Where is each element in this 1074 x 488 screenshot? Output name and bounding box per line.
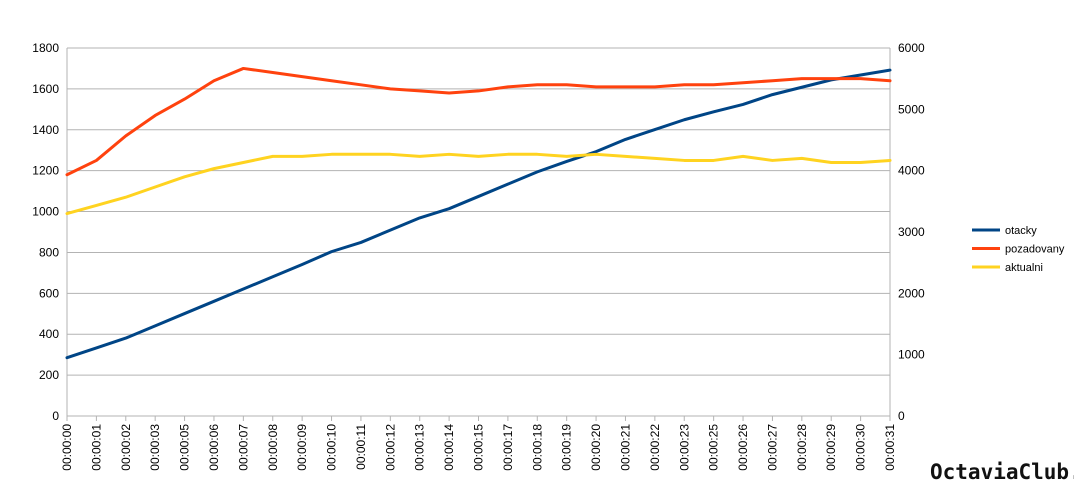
x-tick-label: 00:00:28 [795, 424, 809, 471]
x-tick-label: 00:00:05 [178, 424, 192, 471]
y-left-tick-label: 400 [39, 327, 59, 341]
legend-label-pozadovany: pozadovany [1005, 244, 1065, 256]
legend-label-aktualni: aktualni [1005, 262, 1043, 274]
y-left-tick-label: 1000 [32, 205, 59, 219]
x-tick-label: 00:00:17 [501, 424, 515, 471]
y-axis-left-ticks: 0 200 400 600 800 1000 1200 1400 1600 1800 [32, 41, 59, 423]
x-tick-label: 00:00:12 [383, 424, 397, 471]
x-tick-label: 00:00:31 [883, 424, 897, 471]
y-left-tick-label: 0 [52, 409, 59, 423]
y-left-tick-label: 1800 [32, 41, 59, 55]
x-tick-label: 00:00:10 [325, 424, 339, 471]
x-tick-label: 00:00:25 [707, 424, 721, 471]
x-tick-label: 00:00:01 [89, 424, 103, 471]
x-tick-label: 00:00:27 [765, 424, 779, 471]
y-right-tick-label: 4000 [898, 164, 925, 178]
x-tick-label: 00:00:13 [413, 424, 427, 471]
x-tick-label: 00:00:09 [295, 424, 309, 471]
y-left-tick-label: 1200 [32, 164, 59, 178]
x-tick-label: 00:00:19 [560, 424, 574, 471]
x-axis-ticks: 00:00:00 00:00:01 00:00:02 00:00:03 00:00:05… [60, 424, 897, 471]
x-tick-label: 00:00:00 [60, 424, 74, 471]
y-right-tick-label: 5000 [898, 102, 925, 116]
legend-label-otacky: otacky [1005, 225, 1037, 237]
x-tick-label: 00:00:08 [266, 424, 280, 471]
y-left-tick-label: 600 [39, 286, 59, 300]
y-right-tick-label: 0 [898, 409, 905, 423]
x-tick-label: 00:00:15 [472, 424, 486, 471]
x-tick-label: 00:00:23 [677, 424, 691, 471]
x-tick-label: 00:00:14 [442, 424, 456, 471]
y-right-tick-label: 1000 [898, 348, 925, 362]
x-tick-label: 00:00:22 [648, 424, 662, 471]
x-tick-label: 00:00:06 [207, 424, 221, 471]
y-right-tick-label: 2000 [898, 286, 925, 300]
y-left-tick-label: 800 [39, 245, 59, 259]
x-tick-label: 00:00:11 [354, 424, 368, 470]
series-line-otacky [65, 68, 892, 360]
x-tick-label: 00:00:18 [530, 424, 544, 471]
y-left-tick-label: 1400 [32, 123, 59, 137]
x-tick-label: 00:00:02 [119, 424, 133, 471]
y-axis-right-ticks: 0 1000 2000 3000 4000 5000 6000 [898, 41, 925, 423]
y-left-tick-label: 200 [39, 368, 59, 382]
x-tick-label: 00:00:29 [824, 424, 838, 471]
x-tick-label: 00:00:07 [236, 424, 250, 471]
y-right-tick-label: 6000 [898, 41, 925, 55]
axes [66, 48, 891, 421]
x-tick-label: 00:00:21 [618, 424, 632, 471]
legend: otacky pozadovany aktualni [972, 225, 1065, 274]
x-tick-label: 00:00:30 [854, 424, 868, 471]
series-line-pozadovany [65, 66, 892, 177]
x-tick-label: 00:00:20 [589, 424, 603, 471]
y-right-tick-label: 3000 [898, 225, 925, 239]
series-lines [65, 66, 892, 360]
series-line-aktualni [65, 152, 892, 216]
x-tick-label: 00:00:03 [148, 424, 162, 471]
x-tick-label: 00:00:26 [736, 424, 750, 471]
y-left-tick-label: 1600 [32, 82, 59, 96]
watermark-logo: OctaviaClub.cz [930, 460, 1074, 484]
grid-lines [67, 47, 890, 417]
